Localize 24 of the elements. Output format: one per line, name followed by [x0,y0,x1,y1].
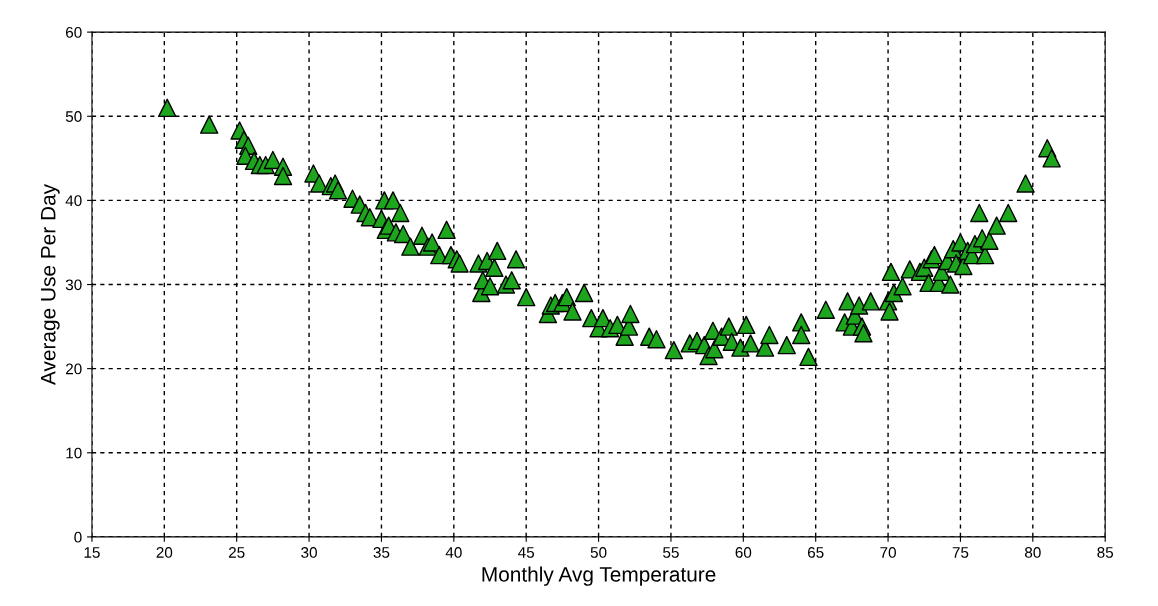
x-tick-label: 15 [84,547,100,558]
x-axis-title: Monthly Avg Temperature [482,566,716,586]
x-tick-label: 80 [1024,547,1041,558]
y-tick-label: 60 [66,26,82,38]
x-tick-label: 30 [301,547,317,558]
x-tick-label: 40 [445,547,462,558]
y-axis-title: Average Use Per Day [41,184,60,386]
y-tick-label: 50 [65,111,82,122]
x-tick-label: 85 [1097,547,1114,558]
x-tick-label: 35 [373,547,390,558]
x-tick-label: 55 [663,547,679,558]
x-tick-label: 20 [156,547,173,558]
x-tick-label: 60 [735,547,752,558]
y-tick-label: 0 [74,531,82,543]
y-tick-label: 30 [65,279,82,291]
y-tick-label: 20 [66,363,82,375]
x-tick-label: 50 [590,547,607,558]
y-tick-label: 10 [66,447,82,459]
x-tick-label: 65 [807,547,824,558]
x-tick-label: 45 [518,547,535,558]
x-tick-label: 25 [228,547,245,558]
y-tick-label: 40 [65,195,82,207]
x-tick-label: 75 [952,547,969,558]
x-tick-label: 70 [880,547,896,558]
